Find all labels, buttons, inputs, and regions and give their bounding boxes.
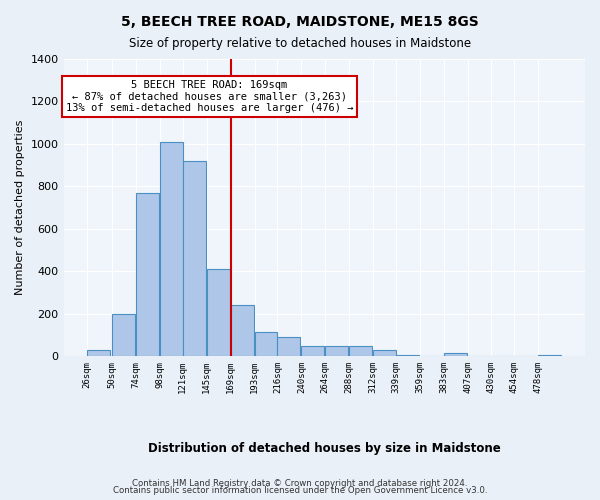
Bar	[349, 346, 372, 356]
Bar	[396, 355, 419, 356]
Text: Contains HM Land Registry data © Crown copyright and database right 2024.: Contains HM Land Registry data © Crown c…	[132, 478, 468, 488]
Bar	[325, 346, 348, 356]
Bar	[254, 332, 277, 356]
Bar	[444, 353, 467, 356]
Bar	[230, 306, 254, 356]
Bar	[183, 161, 206, 356]
Text: Size of property relative to detached houses in Maidstone: Size of property relative to detached ho…	[129, 38, 471, 51]
X-axis label: Distribution of detached houses by size in Maidstone: Distribution of detached houses by size …	[148, 442, 500, 455]
Text: Contains public sector information licensed under the Open Government Licence v3: Contains public sector information licen…	[113, 486, 487, 495]
Bar	[373, 350, 396, 356]
Bar	[207, 269, 230, 356]
Bar	[112, 314, 135, 356]
Bar	[301, 346, 324, 356]
Bar	[160, 142, 183, 356]
Bar	[87, 350, 110, 356]
Text: 5, BEECH TREE ROAD, MAIDSTONE, ME15 8GS: 5, BEECH TREE ROAD, MAIDSTONE, ME15 8GS	[121, 15, 479, 29]
Bar	[538, 355, 561, 356]
Y-axis label: Number of detached properties: Number of detached properties	[15, 120, 25, 296]
Text: 5 BEECH TREE ROAD: 169sqm
← 87% of detached houses are smaller (3,263)
13% of se: 5 BEECH TREE ROAD: 169sqm ← 87% of detac…	[66, 80, 353, 113]
Bar	[277, 337, 301, 356]
Bar	[136, 193, 159, 356]
